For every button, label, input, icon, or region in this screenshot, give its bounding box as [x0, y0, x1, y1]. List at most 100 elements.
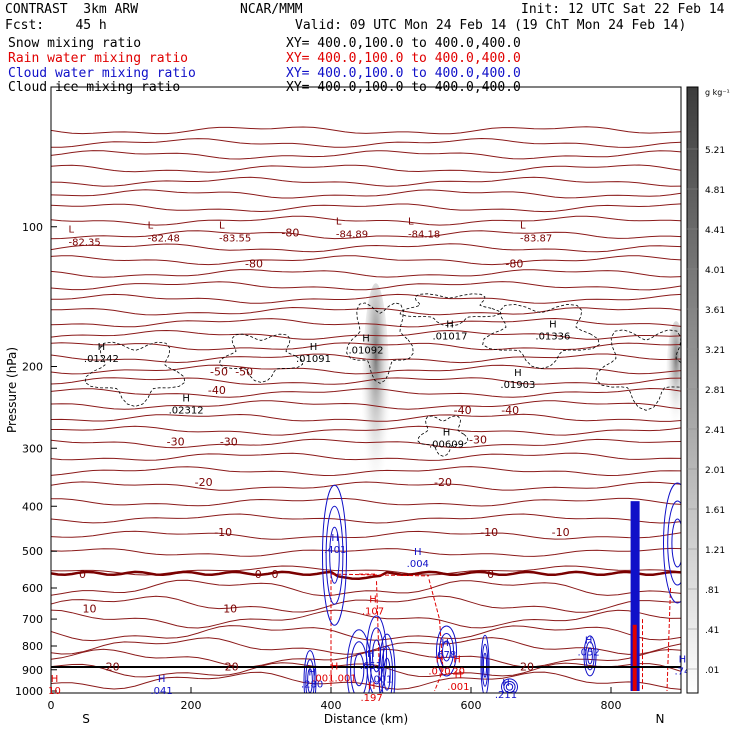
temperature-low-marker: L	[408, 217, 414, 228]
snow-plume-north	[666, 321, 681, 442]
cloud-water-contour	[380, 645, 394, 693]
cloud-water-contour	[346, 629, 372, 693]
cloud-water-contour	[383, 657, 391, 691]
colorbar-label: 2.81	[705, 386, 725, 396]
y-tick-label: 900	[22, 664, 43, 677]
cloud-water-contour	[325, 505, 344, 605]
field-rain-xy: XY= 400.0,100.0 to 400.0,400.0	[286, 51, 521, 66]
contour-labels: -80 -80 -80 -50 -50 -40 -40 -40 -30 -30 -30 -20 -20 -…	[48, 217, 690, 704]
forecast-hour: Fcst: 45 h	[5, 18, 107, 33]
colorbar-label: .41	[705, 626, 719, 636]
isotherm-line	[51, 293, 681, 304]
rain-water-high-value: 10	[48, 686, 61, 697]
cloud-water-contour	[663, 482, 681, 604]
cloud-water-contour	[671, 518, 681, 568]
cloud-water-contour	[482, 652, 488, 678]
x-axis-label: Distance (km)	[324, 712, 408, 726]
y-tick-label: 400	[22, 500, 43, 513]
x-tick-label: 400	[321, 699, 342, 712]
rain-water-high-value: .001	[447, 682, 469, 693]
model-title: CONTRAST 3km ARW	[5, 2, 139, 17]
isotherm-label: -40	[454, 404, 472, 417]
cloud-water-high-marker: H	[367, 649, 375, 660]
cloud-ice-contour	[346, 302, 414, 384]
colorbar-label: 3.61	[705, 306, 725, 316]
cloud-ice-contour	[399, 293, 501, 327]
isotherm-line	[51, 150, 681, 160]
colorbar-unit: g kg⁻¹	[705, 88, 730, 97]
y-tick-label: 600	[22, 582, 43, 595]
cloud-water-contour	[436, 625, 457, 677]
rain-water-high-marker: H	[331, 661, 339, 672]
isotherm-line	[51, 595, 681, 613]
cloud-ice-high-value: .01336	[535, 332, 570, 343]
cloud-ice-high-value: .01091	[296, 354, 331, 365]
cloud-water-high-value: .211	[495, 690, 517, 701]
isotherm-line	[51, 342, 681, 351]
isotherm-line	[51, 281, 681, 291]
isotherm-label: 20	[225, 660, 239, 673]
field-snow-name: Snow mixing ratio	[8, 36, 142, 51]
isotherm-label: -80	[245, 258, 263, 271]
isotherm-line	[51, 400, 681, 410]
cloud-ice-contour	[595, 329, 681, 411]
cloud-water-high-marker: H	[679, 655, 687, 666]
x-tick-label: 200	[181, 699, 202, 712]
temperature-low-marker: L	[520, 221, 526, 232]
isotherm-line	[51, 306, 681, 316]
isotherm-line	[51, 530, 681, 540]
x-end-label-north: N	[656, 712, 665, 726]
colorbar-label: 1.61	[705, 506, 725, 516]
cloud-water-contours	[303, 482, 681, 693]
cloud-ice-high-marker: H	[446, 320, 454, 331]
isotherm-line	[51, 438, 681, 449]
rain-water-high-marker: H	[369, 595, 377, 606]
isotherm-label: -20	[434, 476, 452, 489]
isotherm-line	[51, 497, 681, 507]
cloud-water-high-marker: H	[308, 668, 316, 679]
isotherm-label: -50	[210, 365, 228, 378]
init-time: Init: 12 UTC Sat 22 Feb 14	[521, 2, 725, 17]
isotherm-line	[51, 203, 681, 213]
cloud-water-high-marker: H	[502, 678, 510, 689]
cloud-ice-high-marker: H	[182, 393, 190, 404]
isotherm-line	[51, 425, 681, 436]
isotherm-label: -30	[167, 435, 185, 448]
isotherm-line	[51, 243, 681, 253]
isotherm-label: -30	[220, 435, 238, 448]
x-end-label-south: S	[82, 712, 90, 726]
cloud-water-core-bar	[630, 501, 640, 691]
center-title: NCAR/MMM	[240, 2, 303, 17]
cloud-ice-high-marker: H	[549, 320, 557, 331]
field-cloud-water-name: Cloud water mixing ratio	[8, 66, 196, 81]
colorbar-label: .01	[705, 666, 719, 676]
isotherm-label: -10	[214, 526, 232, 539]
cloud-water-high-marker: H	[331, 533, 339, 544]
cloud-water-high-value: .74	[674, 667, 690, 678]
cloud-ice-high-marker: H	[362, 333, 370, 344]
x-tick-label: 800	[601, 699, 622, 712]
cloud-water-contour	[378, 633, 396, 693]
cloud-ice-high-marker: H	[98, 342, 106, 353]
isotherm-line	[51, 579, 681, 597]
x-tick-label: 600	[461, 699, 482, 712]
isotherm-label: 0	[272, 568, 279, 581]
rain-water-high-marker: H	[453, 655, 461, 666]
colorbar-label: 4.81	[705, 186, 725, 196]
cloud-water-contour	[505, 683, 514, 691]
cloud-water-contour	[442, 640, 451, 662]
rain-water-high-value: .010	[428, 667, 450, 678]
temperature-low-value: -82.35	[69, 237, 101, 248]
temperature-low-marker: L	[219, 221, 225, 232]
freezing-level-line	[51, 570, 681, 581]
colorbar-label: 3.21	[705, 346, 725, 356]
field-snow-xy: XY= 400.0,100.0 to 400.0,400.0	[286, 36, 521, 51]
valid-time: Valid: 09 UTC Mon 24 Feb 14 (19 ChT Mon …	[295, 18, 687, 33]
rain-water-high-value: .001.001	[312, 673, 357, 684]
cloud-ice-contour	[417, 415, 469, 457]
cloud-water-contour	[305, 659, 315, 693]
isotherm-label: 10	[223, 603, 237, 616]
isotherm-label: 0	[79, 568, 86, 581]
isotherm-line	[51, 255, 681, 266]
rain-water-high-marker: H	[436, 655, 444, 666]
